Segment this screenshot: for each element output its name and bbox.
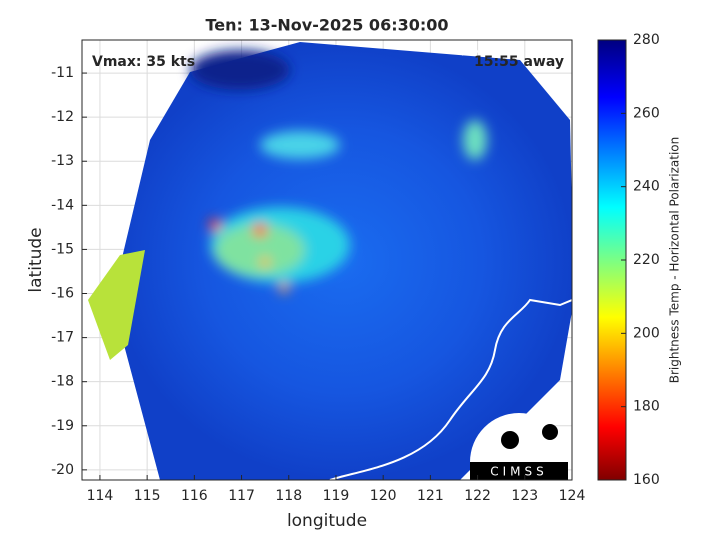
x-axis-label: longitude [287,511,367,531]
x-tick-label: 123 [511,488,538,504]
chart-title: Ten: 13-Nov-2025 06:30:00 [205,16,448,35]
annotation: 15:55 away [474,54,564,70]
coastline [329,298,572,480]
colorbar-tick-label: 220 [633,252,660,268]
x-tick-label: 124 [559,488,586,504]
logo: CIMSS [470,413,568,480]
colorbar-tick-label: 200 [633,325,660,341]
y-tick-label: -11 [51,65,74,81]
y-tick-label: -15 [51,241,74,257]
x-tick-label: 116 [181,488,208,504]
y-tick-label: -17 [51,330,74,346]
x-tick-label: 119 [323,488,350,504]
swath-edge [88,250,145,360]
y-tick-label: -14 [51,197,74,213]
x-tick-label: 118 [275,488,302,504]
x-tick-label: 115 [134,488,161,504]
colorbar-tick-label: 160 [633,472,660,488]
colorbar-tick-label: 280 [633,32,660,48]
y-tick-label: -19 [51,418,74,434]
y-tick-label: -16 [51,286,74,302]
colorbar-tick-label: 260 [633,105,660,121]
annotation: Vmax: 35 kts [92,54,195,70]
cloud-features [190,50,487,293]
logo-text: CIMSS [490,465,548,479]
y-axis-label: latitude [26,227,46,292]
colorbar-tick-label: 240 [633,179,660,195]
y-tick-label: -18 [51,374,74,390]
x-tick-label: 122 [464,488,491,504]
y-tick-label: -12 [51,109,74,125]
x-tick-label: 120 [370,488,397,504]
imagery [88,41,572,480]
x-tick-label: 117 [228,488,255,504]
x-tick-label: 121 [417,488,444,504]
colorbar-label: Brightness Temp - Horizontal Polarizatio… [668,137,682,384]
y-tick-label: -13 [51,153,74,169]
y-tick-label: -20 [51,462,74,478]
plot-frame [81,39,573,481]
x-tick-label: 114 [87,488,114,504]
coastline [461,41,572,56]
colorbar-tick-label: 180 [633,399,660,415]
